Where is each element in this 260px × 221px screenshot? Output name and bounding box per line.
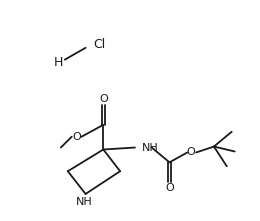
Text: H: H	[54, 56, 64, 69]
Text: NH: NH	[76, 197, 93, 207]
Text: NH: NH	[142, 143, 159, 152]
Text: O: O	[165, 183, 174, 193]
Text: O: O	[99, 94, 108, 104]
Text: O: O	[187, 147, 196, 158]
Text: O: O	[72, 132, 81, 142]
Text: Cl: Cl	[93, 38, 106, 51]
